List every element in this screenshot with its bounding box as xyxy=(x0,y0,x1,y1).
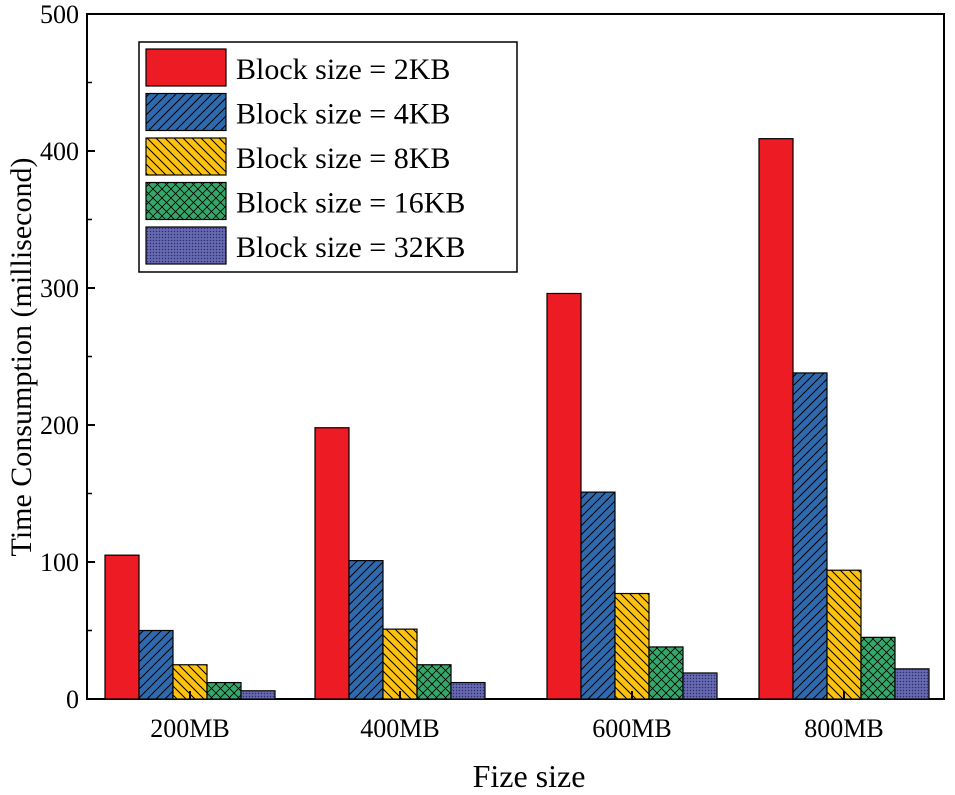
y-tick-label: 300 xyxy=(40,274,79,303)
bar-200MB-block-size-4kb xyxy=(138,629,174,700)
x-axis-label: Fize size xyxy=(473,758,586,794)
bar-800MB-block-size-2kb xyxy=(758,138,794,700)
bar-800MB-block-size-32kb xyxy=(894,668,930,700)
y-tick-label: 500 xyxy=(40,0,79,29)
y-tick-label: 200 xyxy=(40,411,79,440)
bar-600MB-block-size-16kb xyxy=(648,646,684,700)
bar-400MB-block-size-16kb xyxy=(416,664,452,700)
legend-swatch xyxy=(145,92,227,132)
bars-layer xyxy=(104,138,930,700)
legend-swatch xyxy=(145,226,227,265)
x-tick-label: 200MB xyxy=(150,714,229,743)
bar-400MB-block-size-32kb xyxy=(450,681,486,700)
y-axis-label: Time Consumption (millisecond) xyxy=(5,158,38,557)
bar-600MB-block-size-8kb xyxy=(614,592,650,700)
x-tick-label: 800MB xyxy=(804,714,883,743)
bar-200MB-block-size-16kb xyxy=(206,681,242,700)
x-tick-label: 600MB xyxy=(592,714,671,743)
bar-800MB-block-size-8kb xyxy=(826,569,862,700)
y-tick-label: 100 xyxy=(40,548,79,577)
legend-label: Block size = 16KB xyxy=(236,187,465,220)
bar-800MB-block-size-4kb xyxy=(792,372,828,700)
legend-label: Block size = 8KB xyxy=(236,142,450,175)
y-axis: 0 100 200 300 400 500 xyxy=(40,0,95,714)
y-tick-label: 400 xyxy=(40,137,79,166)
bar-800MB-block-size-16kb xyxy=(860,636,896,700)
bar-400MB-block-size-2kb xyxy=(314,427,350,700)
x-tick-label: 400MB xyxy=(360,714,439,743)
bar-400MB-block-size-4kb xyxy=(348,560,384,700)
legend: Block size = 2KB Block size = 4KB Block si… xyxy=(138,41,518,273)
legend-label: Block size = 4KB xyxy=(236,98,450,131)
legend-label: Block size = 32KB xyxy=(236,231,465,264)
bar-600MB-block-size-4kb xyxy=(580,491,616,700)
bar-200MB-block-size-2kb xyxy=(104,554,140,700)
bar-200MB-block-size-32kb xyxy=(240,690,276,700)
bar-600MB-block-size-2kb xyxy=(546,292,582,700)
x-axis: 200MB 400MB 600MB 800MB xyxy=(150,691,884,743)
y-tick-label: 0 xyxy=(66,685,79,714)
bar-400MB-block-size-8kb xyxy=(382,628,418,700)
bar-600MB-block-size-32kb xyxy=(682,672,718,700)
legend-swatch xyxy=(145,48,227,87)
legend-label: Block size = 2KB xyxy=(236,53,450,86)
legend-swatch xyxy=(145,137,227,176)
legend-swatch xyxy=(145,181,227,221)
